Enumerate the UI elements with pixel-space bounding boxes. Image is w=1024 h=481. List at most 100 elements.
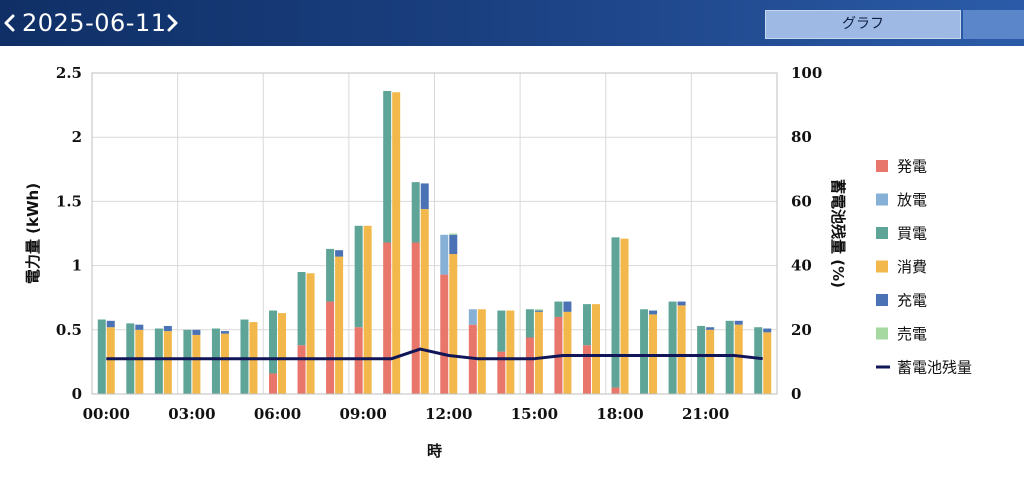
x-tick-label: 03:00 [168,405,215,423]
bar-consumption [106,327,115,394]
bar-generation [582,345,591,394]
y2-tick-label: 80 [791,128,812,146]
legend-swatch-discharge [876,193,888,206]
legend-swatch-charge [876,294,888,306]
bar-charge [677,301,686,306]
bar-purchase [183,329,192,394]
x-tick-label: 18:00 [596,405,643,423]
bar-purchase [154,328,163,394]
y2-tick-label: 20 [791,321,812,339]
bar-purchase [611,237,620,388]
bar-charge [534,310,543,312]
y2-tick-label: 60 [791,192,812,210]
bar-charge [106,320,115,328]
y-tick-label: 2 [72,128,82,146]
bar-consumption [534,311,543,394]
current-date: 2025-06-11 [22,9,167,37]
bar-charge [734,320,743,325]
y-axis-title: 電力量 (kWh) [24,183,42,284]
bar-sale [534,309,543,311]
battery-line-layer [106,347,763,361]
bar-discharge [468,309,477,325]
bar-consumption [563,311,572,394]
next-date-button[interactable] [164,9,180,37]
legend-label-discharge: 放電 [897,191,927,209]
legend-label-battery: 蓄電池残量 [897,359,972,377]
bar-consumption [620,238,629,394]
bar-charge [449,234,458,255]
bar-purchase [640,309,649,394]
bar-consumption [392,92,401,394]
legend-label-generation: 発電 [897,158,927,176]
bar-generation [326,301,335,394]
x-tick-label: 06:00 [254,405,301,423]
y-tick-label: 0 [72,385,82,403]
bar-consumption [734,324,743,394]
bar-purchase [326,248,335,302]
bar-charge [763,328,772,333]
bar-sale [449,233,458,235]
bar-consumption [677,305,686,394]
bar-purchase [297,272,306,346]
bar-discharge [440,234,449,275]
bar-purchase [725,320,734,394]
bar-purchase [697,325,706,394]
tab-graph[interactable]: グラフ [765,10,961,39]
bar-generation [497,351,506,394]
bar-charge [649,310,658,315]
legend-label-purchase: 買電 [897,225,927,243]
chevron-right-icon [167,14,178,32]
x-tick-label: 12:00 [425,405,472,423]
bar-consumption [477,309,486,394]
bar-generation [411,242,420,394]
bar-generation [269,373,278,394]
bar-consumption [706,329,715,394]
plot-frame [91,72,778,395]
axes: 0 0.5 1 1.5 2 2.5 0 20 40 60 80 100 00:00 03:00 06:00 0… [56,64,822,423]
y-tick-label: 1 [72,257,82,275]
bar-consumption [449,254,458,394]
bar-purchase [411,182,420,243]
chevron-left-icon [4,14,15,32]
bar-charge [135,324,144,330]
bar-consumption [220,333,229,394]
bar-generation [611,387,620,394]
bar-purchase [525,309,534,338]
bar-charge [420,183,429,210]
top-bar: 2025-06-11 グラフ [0,0,1024,46]
legend-swatch-purchase [876,227,888,239]
y2-tick-label: 0 [791,385,801,403]
y-tick-label: 1.5 [56,192,82,210]
bar-generation [525,337,534,394]
legend-swatch-sale [876,327,888,340]
battery-line [106,347,763,361]
bar-purchase [497,310,506,352]
legend-swatch-consumption [876,260,888,273]
bar-purchase [668,301,677,394]
bars [97,90,772,394]
bar-purchase [240,319,249,394]
legend-swatch-generation [876,160,888,172]
y-tick-label: 2.5 [56,64,82,82]
x-tick-label: 00:00 [83,405,130,423]
bar-generation [297,345,306,394]
bar-consumption [135,329,144,394]
bar-purchase [211,328,220,394]
bar-purchase [754,327,763,394]
bar-charge [563,301,572,312]
tab-other[interactable] [963,10,1024,39]
energy-chart: 0 0.5 1 1.5 2 2.5 0 20 40 60 80 100 00:00 03:00 06:00 0… [24,64,972,460]
legend-label-sale: 売電 [897,325,927,343]
legend-label-charge: 充電 [897,292,927,310]
bar-consumption [278,313,287,394]
x-tick-label: 15:00 [511,405,558,423]
bar-consumption [306,273,315,394]
bar-purchase [582,304,591,346]
bar-consumption [506,310,515,394]
bar-generation [383,242,392,394]
prev-date-button[interactable] [2,9,18,37]
x-tick-label: 21:00 [682,405,729,423]
legend-label-consumption: 消費 [897,258,927,276]
bar-consumption [335,256,344,394]
